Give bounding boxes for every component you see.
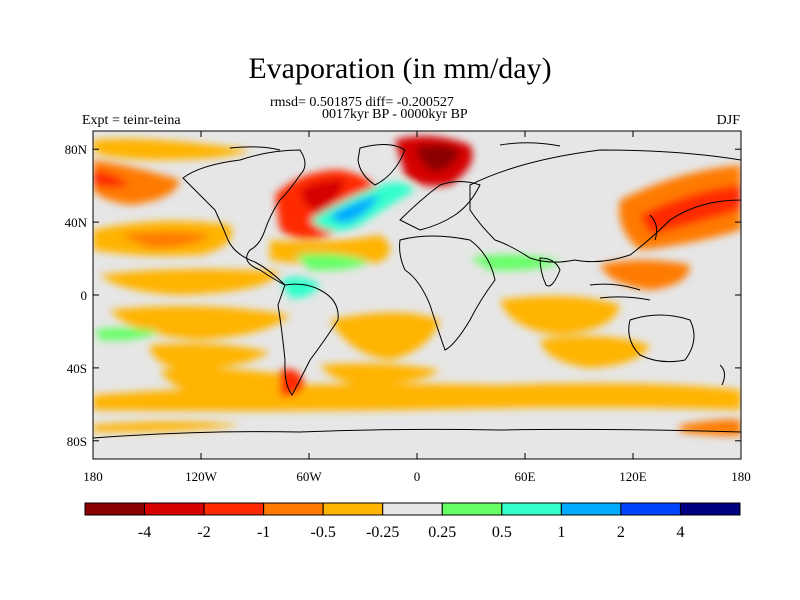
colorbar-swatch (203, 502, 265, 516)
experiment-label: Expt = teinr-teina (82, 113, 181, 128)
colorbar-label: 1 (557, 524, 565, 541)
colorbar-swatch (560, 502, 622, 516)
x-tick-label: 180 (83, 469, 103, 484)
colorbar: -4 -2 -1 -0.5 -0.25 0.25 0.5 1 2 4 (84, 502, 741, 541)
colorbar-label: -0.25 (366, 524, 399, 541)
y-tick-label: 80S (67, 434, 87, 449)
colorbar-label: -0.5 (311, 524, 336, 541)
colorbar-swatch (382, 502, 443, 516)
y-tick-label: 0 (81, 288, 88, 303)
y-tick-label: 40S (67, 361, 87, 376)
period-subtitle: 0017kyr BP - 0000kyr BP (322, 107, 468, 122)
colorbar-label: 0.5 (492, 524, 512, 541)
y-tick-label: 80N (65, 142, 88, 157)
colorbar-swatch (84, 502, 146, 516)
colorbar-swatch (263, 502, 324, 516)
colorbar-swatch (620, 502, 681, 516)
colorbar-label: 2 (617, 524, 625, 541)
colorbar-label: 0.25 (428, 524, 456, 541)
colorbar-label: -2 (197, 524, 210, 541)
colorbar-swatch (441, 502, 503, 516)
chart-title: Evaporation (in mm/day) (248, 52, 552, 85)
y-axis: 80N 40N 0 40S 80S (65, 142, 741, 449)
colorbar-swatch (144, 502, 205, 516)
x-tick-label: 60E (515, 469, 536, 484)
anomaly-shading (93, 136, 741, 436)
stats-subtitle: rmsd= 0.501875 diff= -0.200527 (270, 95, 454, 110)
y-tick-label: 40N (65, 215, 88, 230)
x-tick-label: 180 (731, 469, 751, 484)
x-tick-label: 120W (185, 469, 218, 484)
colorbar-swatch (322, 502, 384, 516)
x-tick-label: 120E (619, 469, 647, 484)
x-tick-label: 0 (414, 469, 421, 484)
coastlines (93, 142, 741, 439)
colorbar-label: -4 (138, 524, 151, 541)
x-tick-label: 60W (296, 469, 322, 484)
x-axis: 180 120W 60W 0 60E 120E 180 (83, 131, 751, 484)
colorbar-swatch (679, 502, 741, 516)
colorbar-label: -1 (257, 524, 270, 541)
colorbar-label: 4 (676, 524, 684, 541)
colorbar-swatch (501, 502, 562, 516)
season-label: DJF (716, 113, 740, 128)
